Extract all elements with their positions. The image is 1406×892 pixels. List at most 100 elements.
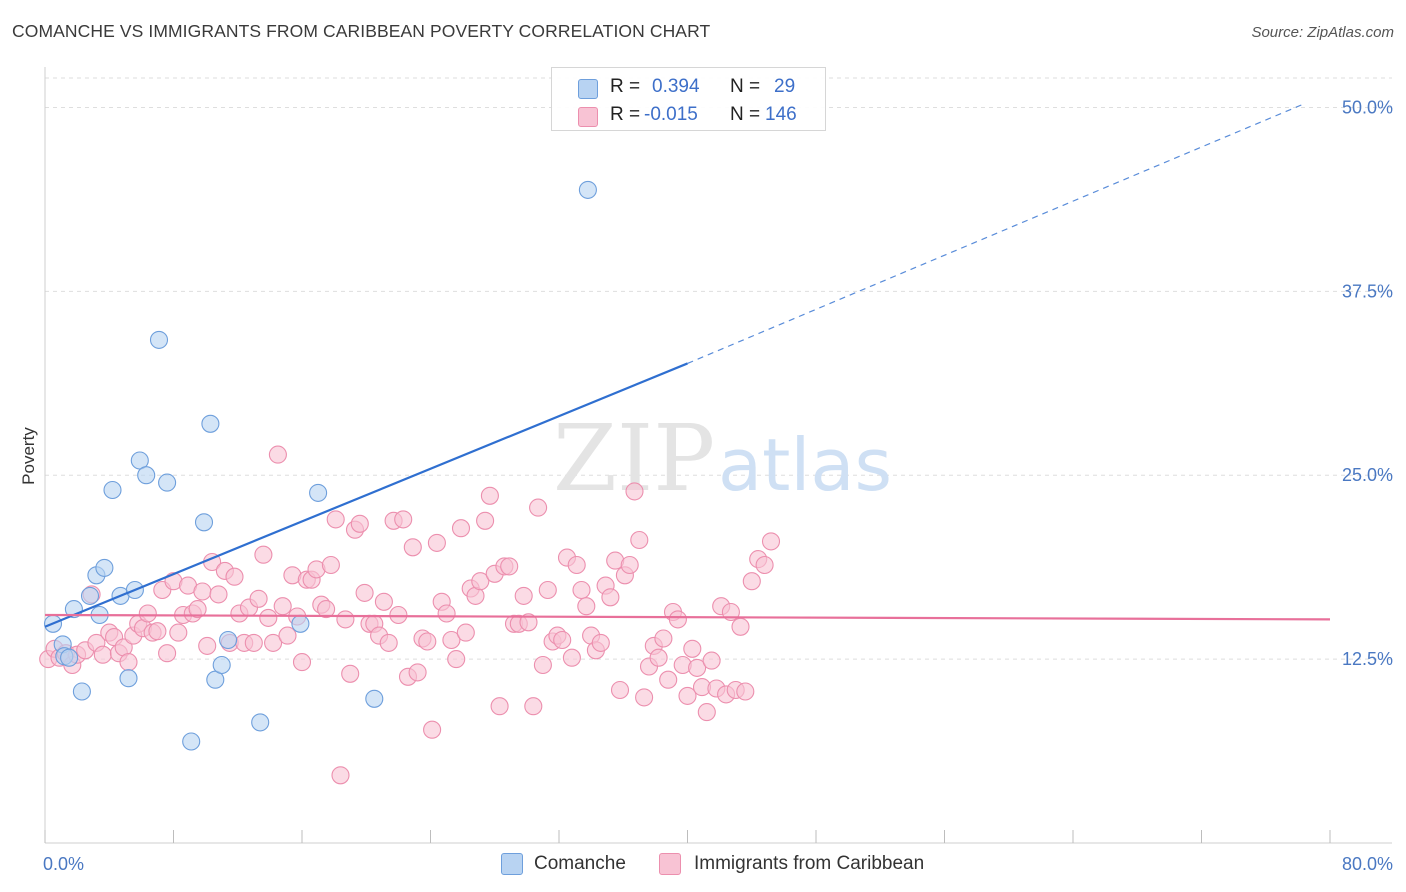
data-points [39,180,781,785]
caribbean-point-79 [437,604,456,623]
x-tick-label-1: 80.0% [1342,854,1393,874]
caribbean-point-32 [209,585,228,604]
caribbean-n-value: 146 [765,104,797,125]
caribbean-point-55 [321,555,340,575]
comanche-point-15 [137,466,156,485]
caribbean-point-133 [697,703,716,722]
caribbean-point-111 [591,633,610,652]
caribbean-point-41 [254,545,273,564]
caribbean-swatch [578,107,598,127]
caribbean-point-96 [519,613,538,632]
caribbean-point-40 [249,589,268,608]
caribbean-point-124 [654,629,673,648]
caribbean-point-125 [659,670,678,689]
caribbean-point-141 [736,682,755,701]
comanche-point-5 [72,682,91,701]
caribbean-point-70 [394,510,413,529]
y-tick-label-0: 12.5% [1342,649,1393,669]
caribbean-point-129 [678,686,697,705]
caribbean-point-45 [273,597,292,616]
x-tick-label-0: 0.0% [43,854,84,874]
caribbean-points [39,445,781,785]
comanche-point-26 [309,483,328,502]
caribbean-point-49 [292,653,312,672]
caribbean-point-113 [601,588,620,607]
legend-comanche-swatch [501,853,523,875]
y-tick-label-3: 50.0% [1342,97,1393,117]
comanche-point-19 [194,513,214,532]
caribbean-point-69 [389,605,408,625]
caribbean-point-131 [688,658,707,677]
caribbean-point-22 [158,644,177,663]
caribbean-point-20 [148,622,167,641]
caribbean-point-97 [524,697,543,716]
caribbean-point-140 [731,617,750,636]
caribbean-point-73 [408,663,427,682]
caribbean-point-87 [476,511,495,530]
caribbean-point-82 [451,519,471,538]
axes [44,67,1392,844]
caribbean-point-9 [93,645,112,664]
caribbean-point-58 [336,610,355,629]
comanche-point-28 [578,180,597,199]
caribbean-point-130 [683,639,702,658]
comanche-trend-extension [687,102,1307,364]
series-legend: Comanche Immigrants from Caribbean [0,852,1406,878]
caribbean-point-24 [169,623,188,642]
trend-lines [44,102,1331,628]
caribbean-point-90 [490,697,509,716]
comanche-point-10 [103,480,122,500]
caribbean-point-118 [625,482,644,501]
axis-labels: 12.5% 25.0% 37.5% 50.0% 0.0% 80.0% Poverty [19,97,1393,874]
caribbean-r-label: R = [610,104,641,125]
caribbean-point-119 [630,530,649,550]
caribbean-point-120 [635,688,654,707]
caribbean-point-144 [755,555,774,575]
watermark: ZIP atlas [553,405,892,512]
caribbean-point-117 [620,555,639,575]
caribbean-point-66 [374,592,393,611]
caribbean-point-115 [610,680,630,700]
caribbean-point-81 [447,650,466,669]
comanche-point-27 [365,689,384,708]
comanche-point-23 [219,630,238,650]
caribbean-point-99 [533,655,552,675]
comanche-point-16 [149,330,169,349]
watermark-atlas: atlas [718,423,892,507]
comanche-trend-line [44,362,688,628]
caribbean-point-42 [259,608,278,627]
caribbean-point-134 [702,651,721,670]
caribbean-point-108 [577,597,596,616]
caribbean-point-100 [538,580,557,600]
caribbean-point-127 [668,610,687,629]
comanche-point-18 [182,732,201,751]
caribbean-point-18 [138,604,157,623]
caribbean-point-72 [403,538,422,557]
caribbean-point-62 [355,583,374,602]
caribbean-point-123 [649,648,668,667]
caribbean-point-39 [244,633,263,652]
caribbean-point-106 [567,555,586,575]
y-tick-label-2: 37.5% [1342,281,1393,301]
comanche-r-value: 0.394 [652,76,700,97]
grid-lines [45,77,1392,660]
caribbean-point-88 [480,486,499,505]
caribbean-point-44 [268,445,287,464]
caribbean-point-95 [514,586,533,605]
comanche-point-24 [251,713,270,732]
legend-caribbean-swatch [659,853,681,875]
caribbean-point-80 [442,630,461,650]
caribbean-point-30 [198,636,217,655]
caribbean-point-28 [188,600,207,619]
caribbean-point-145 [761,532,781,551]
comanche-swatch [578,79,598,99]
comanche-point-6 [80,586,100,605]
comanche-n-label: N = [730,76,761,97]
caribbean-point-92 [500,557,519,576]
caribbean-point-57 [331,766,350,785]
caribbean-point-103 [553,630,572,650]
comanche-n-value: 29 [774,76,796,97]
legend-caribbean-label: Immigrants from Caribbean [694,853,925,874]
comanche-point-4 [60,648,79,667]
